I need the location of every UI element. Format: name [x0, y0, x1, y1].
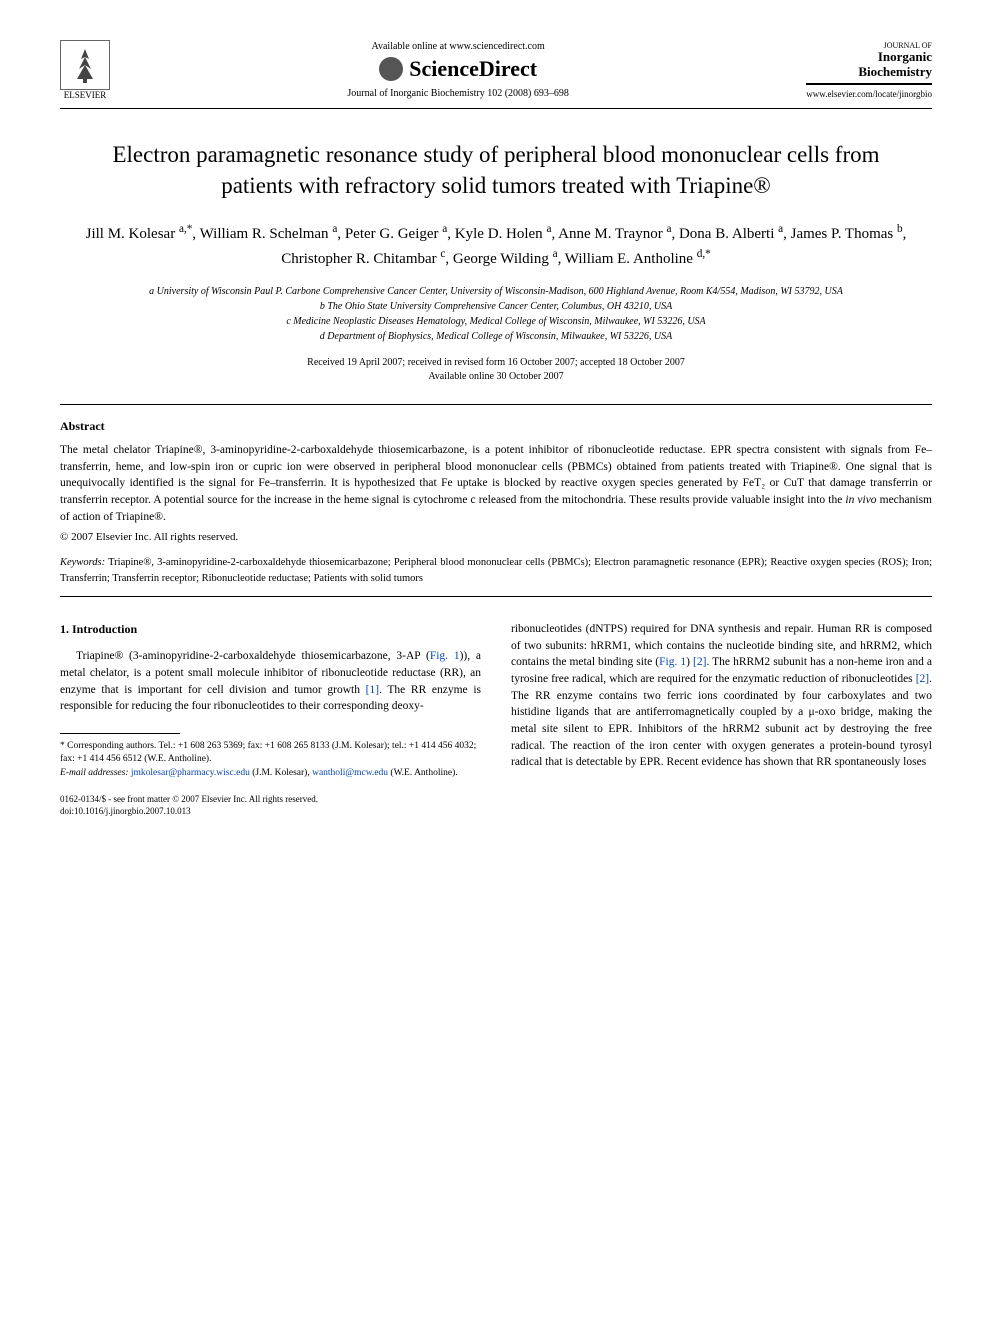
- intro-para-left: Triapine® (3-aminopyridine-2-carboxaldeh…: [60, 648, 481, 715]
- doi-block: 0162-0134/$ - see front matter © 2007 El…: [60, 794, 481, 817]
- publisher-name: ELSEVIER: [64, 90, 107, 100]
- article-dates: Received 19 April 2007; received in revi…: [60, 356, 932, 384]
- email-link-2[interactable]: wantholi@mcw.edu: [312, 768, 388, 778]
- section-1-heading: 1. Introduction: [60, 621, 481, 638]
- front-matter-line: 0162-0134/$ - see front matter © 2007 El…: [60, 794, 481, 806]
- sciencedirect-icon: [379, 57, 403, 81]
- footnote-rule: [60, 733, 180, 734]
- email-who-1: (J.M. Kolesar),: [252, 768, 310, 778]
- journal-logo-rule: [806, 83, 932, 85]
- affiliation-c: c Medicine Neoplastic Diseases Hematolog…: [60, 314, 932, 329]
- abstract-body: The metal chelator Triapine®, 3-aminopyr…: [60, 442, 932, 525]
- affiliation-d: d Department of Biophysics, Medical Coll…: [60, 329, 932, 344]
- abstract-heading: Abstract: [60, 419, 932, 434]
- author-list: Jill M. Kolesar a,*, William R. Schelman…: [80, 221, 912, 270]
- corresponding-author-note: * Corresponding authors. Tel.: +1 608 26…: [60, 740, 481, 767]
- body-columns: 1. Introduction Triapine® (3-aminopyridi…: [60, 621, 932, 817]
- received-date: Received 19 April 2007; received in revi…: [60, 356, 932, 370]
- journal-citation: Journal of Inorganic Biochemistry 102 (2…: [110, 88, 806, 99]
- email-link-1[interactable]: jmkolesar@pharmacy.wisc.edu: [131, 768, 250, 778]
- journal-url: www.elsevier.com/locate/jinorgbio: [806, 89, 932, 99]
- email-who-2: (W.E. Antholine).: [390, 768, 457, 778]
- publisher-logo: ELSEVIER: [60, 40, 110, 100]
- keywords-label: Keywords:: [60, 557, 105, 568]
- article-title: Electron paramagnetic resonance study of…: [100, 139, 892, 201]
- keywords-text: Triapine®, 3-aminopyridine-2-carboxaldeh…: [60, 557, 932, 583]
- emails-label: E-mail addresses:: [60, 768, 129, 778]
- available-date: Available online 30 October 2007: [60, 370, 932, 384]
- intro-para-right: ribonucleotides (dNTPS) required for DNA…: [511, 621, 932, 771]
- affiliation-a: a University of Wisconsin Paul P. Carbon…: [60, 284, 932, 299]
- journal-header: ELSEVIER Available online at www.science…: [60, 40, 932, 100]
- platform-logo: ScienceDirect: [110, 56, 806, 82]
- left-column: 1. Introduction Triapine® (3-aminopyridi…: [60, 621, 481, 817]
- journal-logo-main: Inorganic Biochemistry: [806, 50, 932, 79]
- abstract-top-rule: [60, 404, 932, 405]
- footnotes: * Corresponding authors. Tel.: +1 608 26…: [60, 740, 481, 780]
- abstract-bottom-rule: [60, 596, 932, 597]
- journal-logo: JOURNAL OF Inorganic Biochemistry www.el…: [806, 41, 932, 99]
- abstract-copyright: © 2007 Elsevier Inc. All rights reserved…: [60, 531, 932, 543]
- elsevier-tree-icon: [60, 40, 110, 90]
- center-header: Available online at www.sciencedirect.co…: [110, 41, 806, 99]
- keywords: Keywords: Triapine®, 3-aminopyridine-2-c…: [60, 555, 932, 585]
- right-column: ribonucleotides (dNTPS) required for DNA…: [511, 621, 932, 817]
- affiliations: a University of Wisconsin Paul P. Carbon…: [60, 284, 932, 344]
- platform-name: ScienceDirect: [409, 56, 537, 82]
- doi-line: doi:10.1016/j.jinorgbio.2007.10.013: [60, 806, 481, 818]
- email-addresses: E-mail addresses: jmkolesar@pharmacy.wis…: [60, 767, 481, 780]
- available-online-text: Available online at www.sciencedirect.co…: [110, 41, 806, 52]
- affiliation-b: b The Ohio State University Comprehensiv…: [60, 299, 932, 314]
- header-rule: [60, 108, 932, 109]
